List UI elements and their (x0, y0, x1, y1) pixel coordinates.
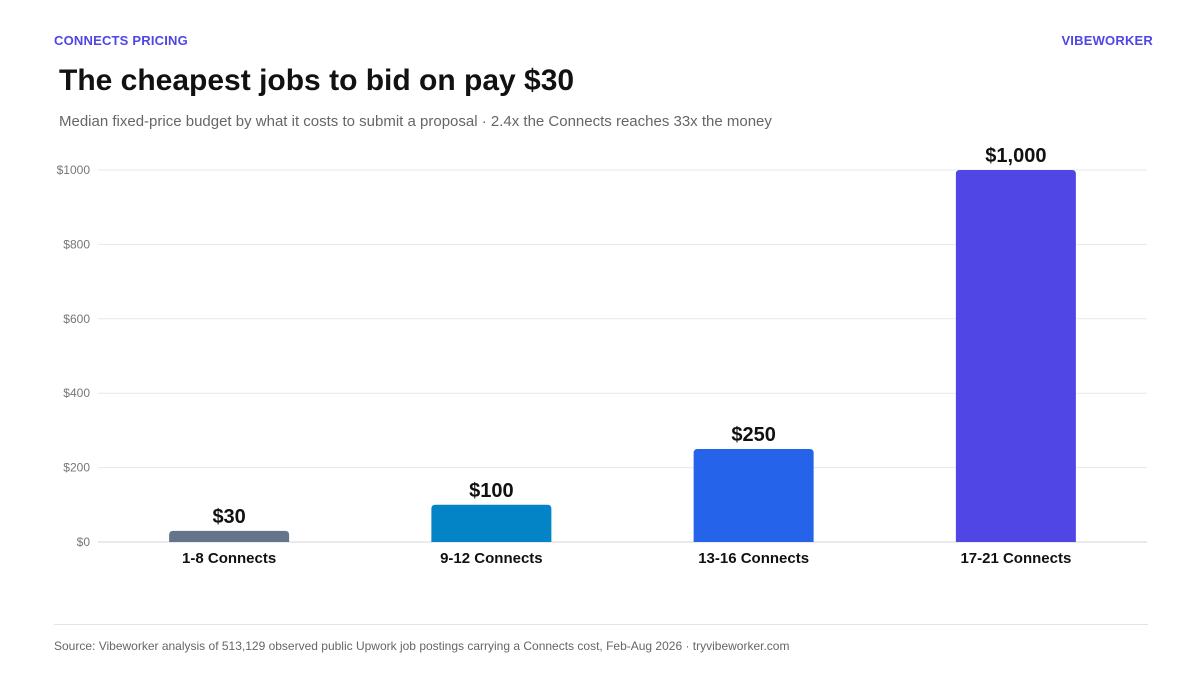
x-axis: 1-8 Connects 9-12 Connects 13-16 Connects 1… (182, 550, 1071, 567)
y-tick-label: $200 (63, 461, 90, 475)
x-tick-label: 13-16 Connects (698, 550, 809, 567)
bar-value-label: $30 (212, 506, 245, 528)
bar (169, 530, 290, 542)
brand-name: VIBEWORKER (1061, 33, 1153, 48)
chart-title: The cheapest jobs to bid on pay $30 (59, 64, 575, 97)
footer-divider (54, 624, 1148, 625)
bar (431, 504, 552, 542)
bar (693, 449, 814, 542)
x-tick-label: 1-8 Connects (182, 550, 276, 567)
chart-subtitle: Median fixed-price budget by what it cos… (59, 113, 772, 130)
bars: $30 $100 $250 $1,000 (169, 145, 1076, 542)
source-note: Source: Vibeworker analysis of 513,129 o… (54, 639, 790, 653)
y-tick-label: $400 (63, 386, 90, 400)
y-tick-label: $800 (63, 237, 90, 251)
bar-value-label: $100 (469, 480, 514, 502)
y-tick-label: $0 (77, 535, 91, 549)
bar-value-label: $1,000 (985, 145, 1046, 167)
section-kicker: CONNECTS PRICING (54, 33, 188, 48)
bar (955, 170, 1076, 542)
x-tick-label: 9-12 Connects (440, 550, 543, 567)
y-axis: $0 $200 $400 $600 $800 $1000 (57, 163, 91, 549)
y-tick-label: $600 (63, 312, 90, 326)
bar-value-label: $250 (731, 424, 776, 446)
y-tick-label: $1000 (57, 163, 91, 177)
x-tick-label: 17-21 Connects (960, 550, 1071, 567)
